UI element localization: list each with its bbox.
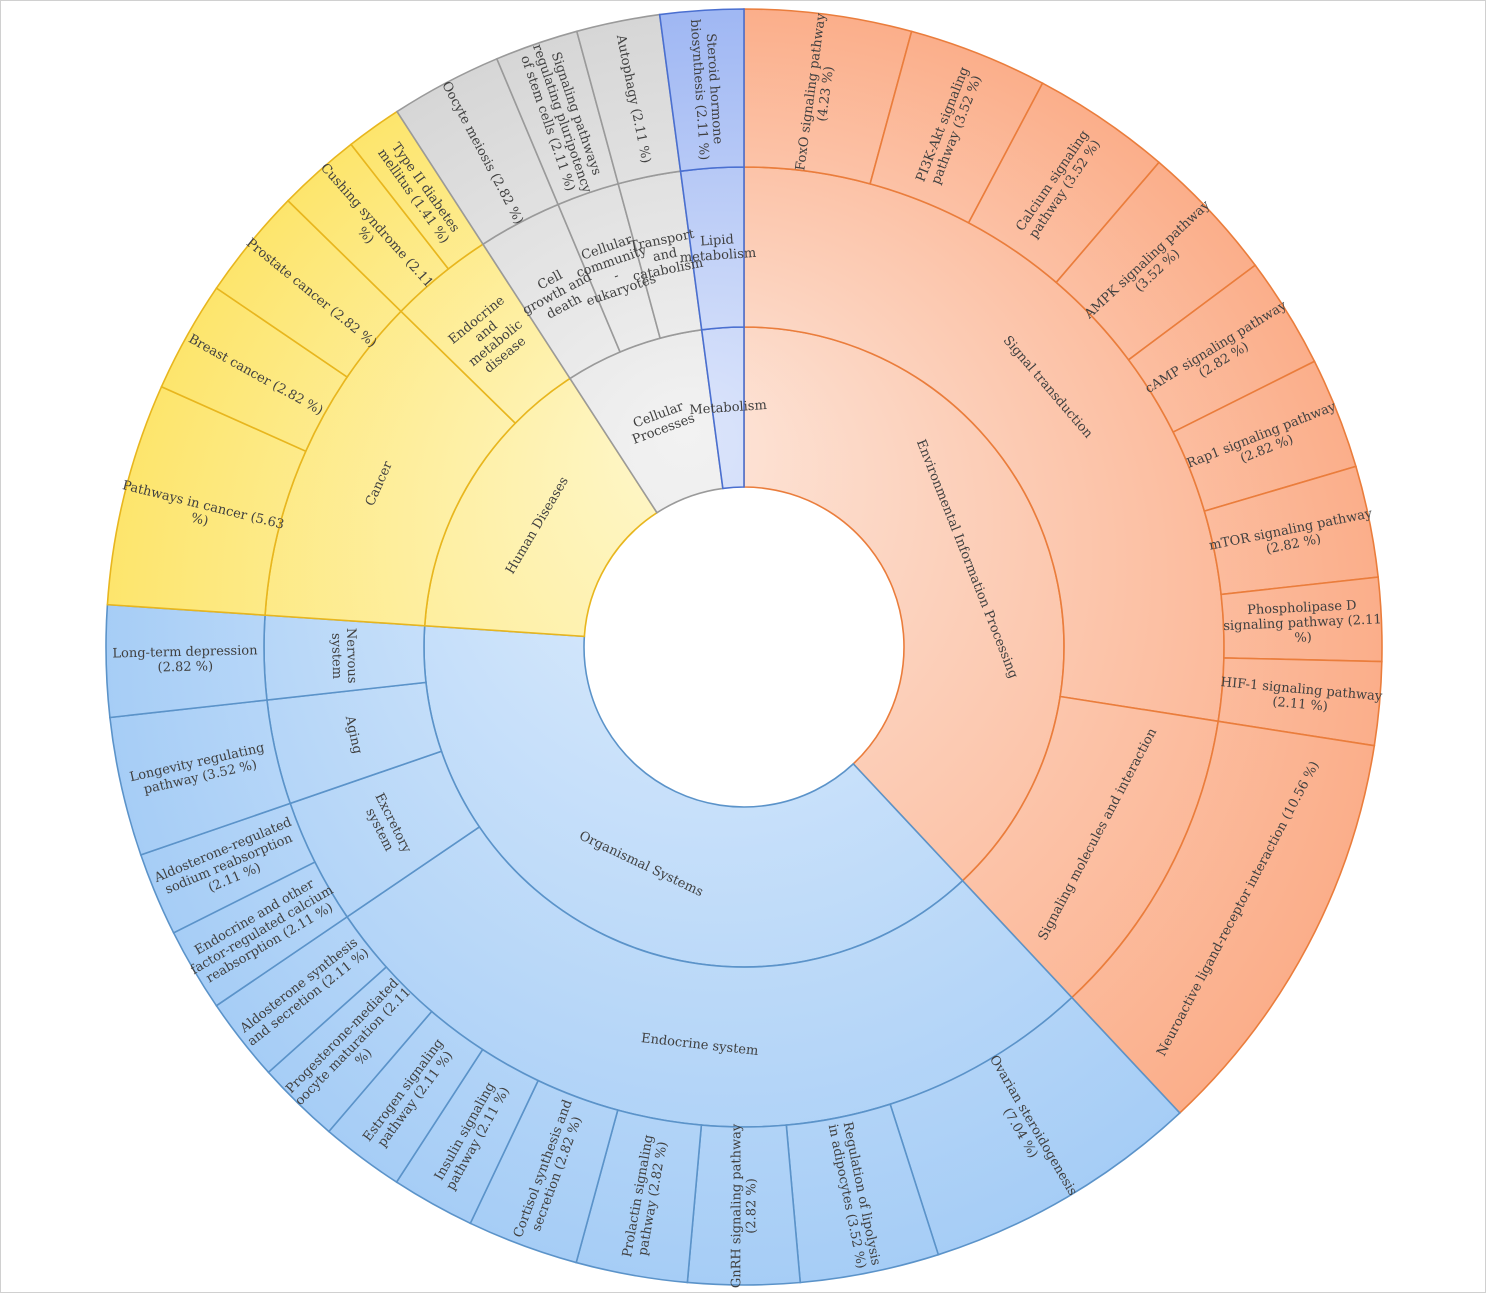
sunburst-pathway-steroid-hormone-biosynthesis-2-11[interactable] [658,8,745,173]
category-label-metabolism: Metabolism [689,398,767,418]
pathway-label-phospholipase-d-signaling-pathway-2-11: Phospholipase Dsignaling pathway (2.11%) [1222,597,1382,649]
subcategory-label-lipid-metabolism: Lipidmetabolism [678,231,756,266]
pathway-label-long-term-depression-2-82: Long-term depression(2.82 %) [112,643,258,676]
subcategory-label-nervous-system: Nervoussystem [328,628,359,684]
pathway-label-gnrh-signaling-pathway-2-82: GnRH signaling pathway(2.82 %) [729,1123,759,1288]
